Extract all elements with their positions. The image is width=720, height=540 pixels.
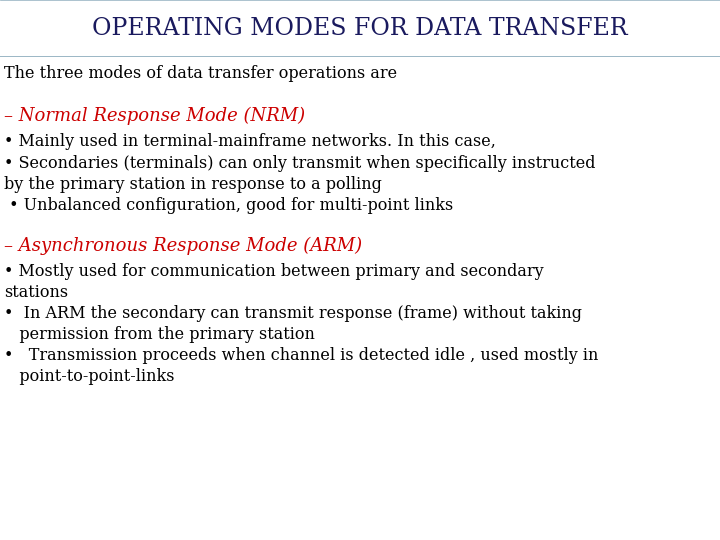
Text: – Asynchronous Response Mode (ARM): – Asynchronous Response Mode (ARM) — [4, 237, 362, 255]
Text: – Normal Response Mode (NRM): – Normal Response Mode (NRM) — [4, 107, 305, 125]
Text: • Secondaries (terminals) can only transmit when specifically instructed
by the : • Secondaries (terminals) can only trans… — [4, 154, 595, 193]
Text: OPERATING MODES FOR DATA TRANSFER: OPERATING MODES FOR DATA TRANSFER — [92, 17, 628, 40]
Text: The three modes of data transfer operations are: The three modes of data transfer operati… — [4, 65, 397, 82]
Text: •   Transmission proceeds when channel is detected idle , used mostly in
   poin: • Transmission proceeds when channel is … — [4, 347, 598, 384]
Text: •  In ARM the secondary can transmit response (frame) without taking
   permissi: • In ARM the secondary can transmit resp… — [4, 305, 582, 342]
Text: • Mainly used in terminal-mainframe networks. In this case,: • Mainly used in terminal-mainframe netw… — [4, 133, 496, 150]
Text: • Unbalanced configuration, good for multi-point links: • Unbalanced configuration, good for mul… — [4, 197, 454, 214]
Text: • Mostly used for communication between primary and secondary
stations: • Mostly used for communication between … — [4, 262, 544, 301]
